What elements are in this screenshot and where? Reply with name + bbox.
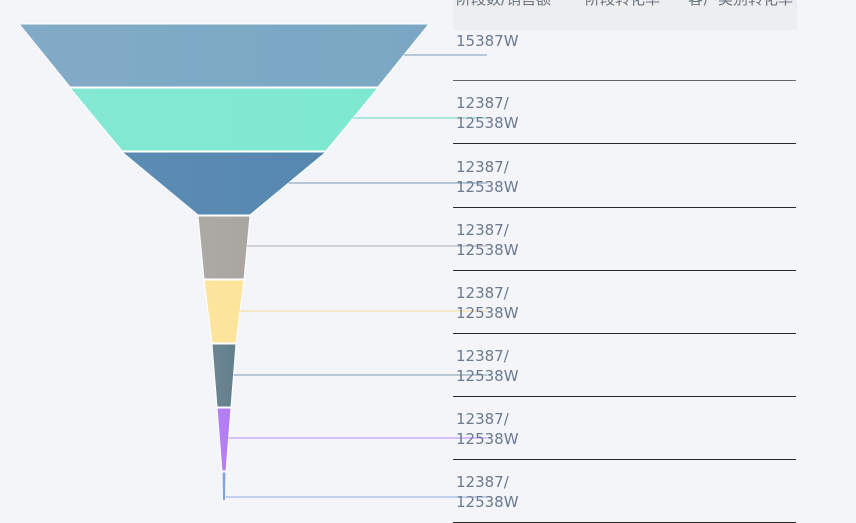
row-value: 12387/ 12538W — [456, 347, 519, 385]
row-value: 12387/ 12538W — [456, 410, 519, 448]
funnel-stage-7 — [216, 407, 232, 472]
funnel-stage-6 — [211, 343, 237, 408]
table-row: 15387W — [453, 18, 796, 81]
table-row: 12387/ 12538W — [453, 334, 796, 397]
row-value: 15387W — [456, 32, 519, 50]
table-row: 12387/ 12538W — [453, 397, 796, 460]
header-stage-conversion: 阶段转化率 — [585, 0, 660, 9]
funnel-stage-3 — [120, 151, 328, 216]
row-value: 12387/ 12538W — [456, 158, 519, 196]
funnel-stage-5 — [203, 279, 245, 344]
funnel-stage-2 — [68, 87, 380, 152]
row-value: 12387/ 12538W — [456, 94, 519, 132]
table-row: 12387/ 12538W — [453, 271, 796, 334]
funnel-stage-1 — [17, 23, 431, 88]
header-customer-conversion: 客户类别转化率 — [688, 0, 793, 9]
funnel-chart — [17, 23, 487, 500]
table-header: 阶段数/销售额 阶段转化率 客户类别转化率 — [453, 0, 797, 30]
funnel-stage-4 — [197, 215, 251, 280]
row-value: 12387/ 12538W — [456, 473, 519, 511]
row-value: 12387/ 12538W — [456, 284, 519, 322]
table-row: 12387/ 12538W — [453, 81, 796, 144]
table-row: 12387/ 12538W — [453, 460, 796, 523]
funnel-stage-8 — [221, 471, 227, 500]
table-row: 12387/ 12538W — [453, 145, 796, 208]
header-stage-count-sales: 阶段数/销售额 — [456, 0, 551, 9]
table-row: 12387/ 12538W — [453, 208, 796, 271]
row-value: 12387/ 12538W — [456, 221, 519, 259]
